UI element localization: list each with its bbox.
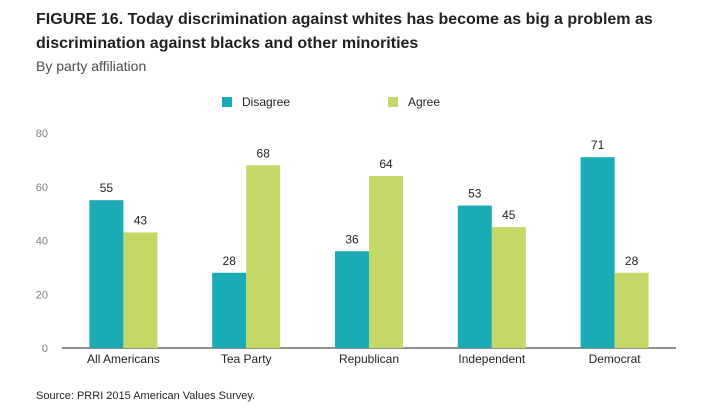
y-tick-label: 60 [36, 182, 48, 194]
bar-agree [614, 272, 649, 348]
y-tick-label: 0 [42, 343, 48, 355]
data-label: 53 [468, 187, 482, 201]
chart-title: FIGURE 16. Today discrimination against … [36, 11, 653, 52]
x-tick-label: Independent [458, 352, 525, 366]
x-tick-label: Tea Party [221, 352, 272, 366]
bar-disagree [580, 157, 615, 348]
data-label: 68 [257, 146, 271, 160]
bar-agree [123, 232, 158, 348]
bar-agree [246, 165, 281, 348]
x-tick-label: All Americans [87, 352, 160, 366]
bar-disagree [89, 200, 124, 348]
bar-disagree [335, 251, 369, 348]
bar-agree [491, 227, 526, 348]
data-label: 45 [502, 208, 516, 222]
x-tick-label: Republican [339, 352, 399, 366]
bar-disagree [457, 205, 492, 348]
data-label: 43 [134, 213, 148, 227]
chart-subtitle: By party affiliation [36, 58, 147, 74]
legend-swatch-disagree [222, 97, 232, 107]
legend-swatch-agree [388, 97, 398, 107]
data-label: 28 [223, 254, 237, 268]
bar-disagree [212, 272, 247, 348]
data-label: 36 [345, 232, 359, 246]
y-tick-label: 20 [36, 289, 48, 301]
legend-label-agree: Agree [408, 95, 440, 109]
source-note: Source: PRRI 2015 American Values Survey… [36, 390, 256, 402]
y-tick-label: 40 [36, 236, 48, 248]
y-tick-label: 80 [36, 128, 48, 140]
data-label: 55 [100, 181, 114, 195]
data-label: 64 [379, 157, 393, 171]
x-tick-label: Democrat [589, 352, 642, 366]
bar-agree [369, 176, 403, 348]
data-label: 28 [625, 254, 639, 268]
data-label: 71 [591, 138, 605, 152]
legend-label-disagree: Disagree [242, 95, 290, 109]
